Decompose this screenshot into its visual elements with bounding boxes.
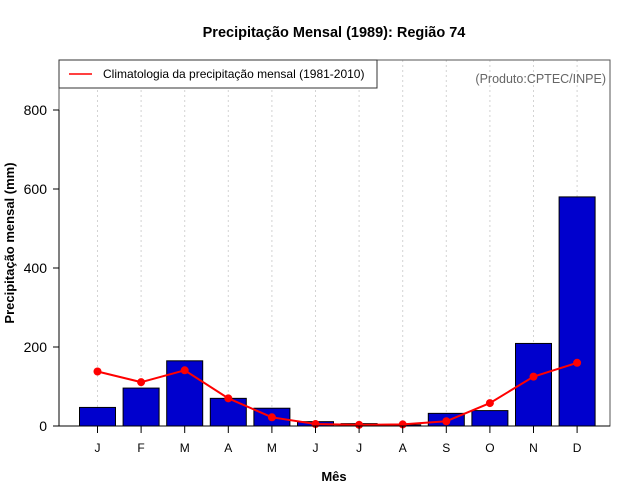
climatology-point-2: [180, 366, 189, 375]
climatology-point-10: [529, 372, 538, 381]
x-tick-label-3: A: [224, 441, 232, 455]
y-tick-label-400: 400: [24, 260, 48, 276]
y-axis: 0 200 400 600 800: [24, 102, 60, 434]
x-tick-label-10: N: [529, 441, 538, 455]
credit-annotation: (Produto:CPTEC/INPE): [475, 72, 606, 86]
x-axis-label: Mês: [321, 469, 346, 484]
x-tick-label-8: S: [442, 441, 450, 455]
y-tick-label-600: 600: [24, 181, 48, 197]
bar-0: [79, 406, 116, 427]
bar-3: [209, 397, 247, 427]
x-tick-label-4: M: [267, 441, 277, 455]
y-tick-label-800: 800: [24, 102, 48, 118]
bars: [79, 196, 596, 427]
x-tick-label-11: D: [573, 441, 582, 455]
x-tick-label-9: O: [485, 441, 494, 455]
climatology-point-11: [573, 358, 582, 367]
y-tick-label-200: 200: [24, 339, 48, 355]
grid-lines: [97, 60, 578, 426]
x-tick-label-1: F: [137, 441, 144, 455]
climatology-point-4: [267, 413, 276, 422]
x-tick-label-5: J: [313, 441, 319, 455]
legend-box: [58, 59, 378, 89]
x-tick-label-0: J: [95, 441, 101, 455]
x-tick-label-7: A: [399, 441, 407, 455]
climatology-point-1: [137, 378, 146, 387]
legend-entry-climatology: Climatologia da precipitação mensal (198…: [103, 67, 364, 81]
climatology-point-8: [442, 417, 451, 426]
bar-11: [558, 196, 596, 427]
y-tick-label-0: 0: [39, 418, 47, 434]
climatology-line: [97, 361, 578, 426]
x-tick-label-2: M: [180, 441, 190, 455]
climatology-point-0: [93, 367, 102, 376]
bar-1: [122, 387, 160, 427]
bar-9: [471, 410, 509, 427]
y-axis-label: Precipitação mensal (mm): [2, 162, 17, 323]
climatology-point-9: [485, 399, 494, 408]
chart-title: Precipitação Mensal (1989): Região 74: [203, 25, 466, 41]
climatology-series: [93, 358, 582, 429]
climatology-point-6: [355, 420, 364, 429]
climatology-point-3: [224, 394, 233, 403]
legend: Climatologia da precipitação mensal (198…: [58, 59, 378, 89]
x-tick-label-6: J: [356, 441, 362, 455]
